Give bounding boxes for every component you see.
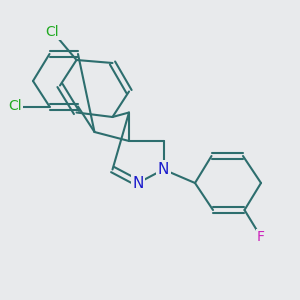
Text: N: N <box>132 176 144 190</box>
Text: Cl: Cl <box>46 25 59 38</box>
Text: N: N <box>158 162 169 177</box>
Text: F: F <box>257 230 265 244</box>
Text: Cl: Cl <box>8 100 22 113</box>
